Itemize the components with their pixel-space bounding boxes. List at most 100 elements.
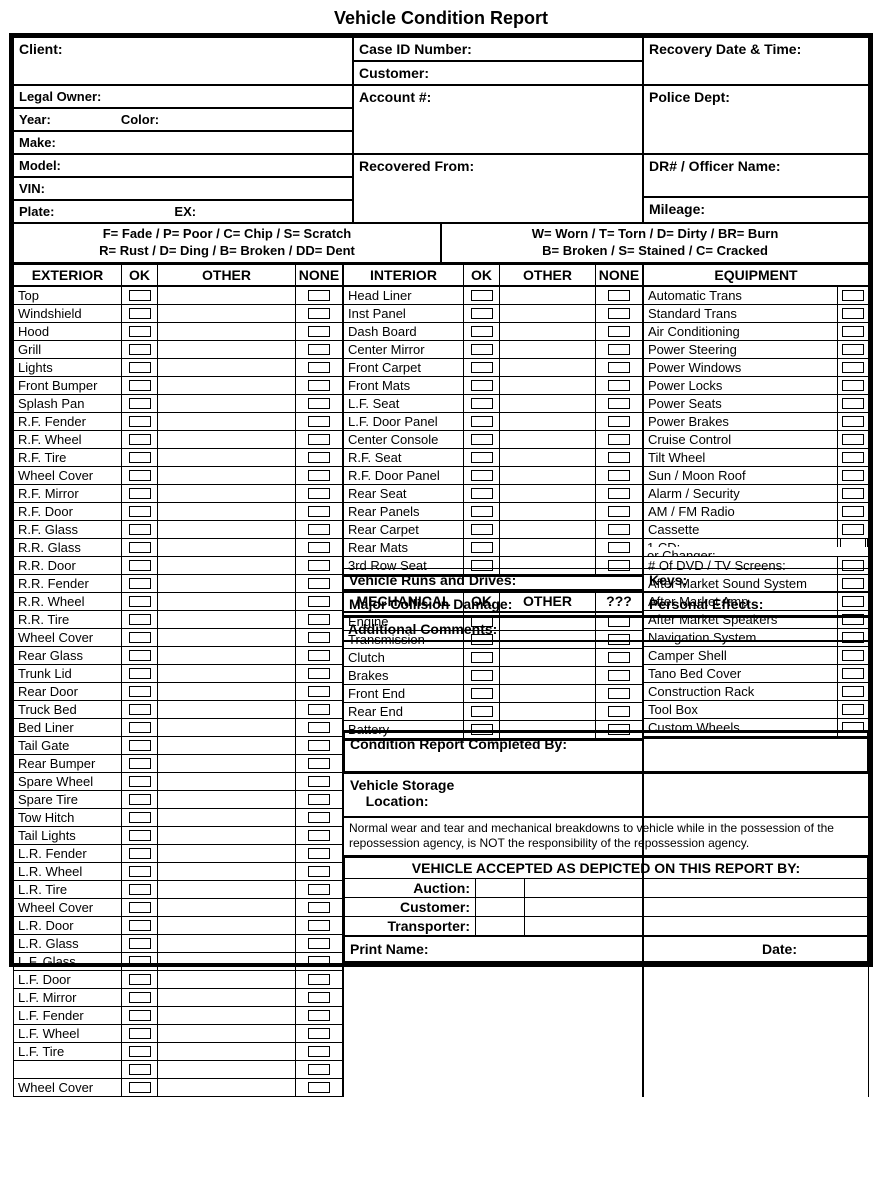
checklist-row[interactable]: Front Mats — [344, 377, 642, 395]
checkbox[interactable] — [464, 431, 500, 448]
checkbox[interactable] — [158, 377, 296, 394]
collision-field[interactable]: Major Collision Damage: — [343, 592, 643, 616]
checkbox[interactable] — [158, 413, 296, 430]
checkbox[interactable] — [158, 485, 296, 502]
checklist-row[interactable]: Windshield — [14, 305, 342, 323]
checkbox[interactable] — [158, 989, 296, 1006]
legal-owner-field[interactable]: Legal Owner: — [13, 85, 353, 108]
checklist-row[interactable]: Splash Pan — [14, 395, 342, 413]
checkbox[interactable] — [464, 485, 500, 502]
case-id-field[interactable]: Case ID Number: — [353, 37, 643, 61]
equipment-row[interactable]: Automatic Trans — [644, 287, 868, 305]
checkbox[interactable] — [296, 323, 342, 340]
checkbox[interactable] — [596, 539, 642, 556]
checklist-row[interactable]: R.F. Seat — [344, 449, 642, 467]
checklist-row[interactable]: Lights — [14, 359, 342, 377]
checklist-row[interactable]: R.F. Fender — [14, 413, 342, 431]
checkbox[interactable] — [296, 971, 342, 988]
checklist-row[interactable]: Rear Mats — [344, 539, 642, 557]
checkbox[interactable] — [464, 467, 500, 484]
checkbox[interactable] — [122, 1079, 158, 1096]
checkbox[interactable] — [596, 413, 642, 430]
model-field[interactable]: Model: — [13, 154, 353, 177]
checkbox[interactable] — [838, 449, 868, 466]
checkbox[interactable] — [158, 971, 296, 988]
checklist-row[interactable]: R.F. Wheel — [14, 431, 342, 449]
checkbox[interactable] — [596, 305, 642, 322]
checkbox[interactable] — [158, 449, 296, 466]
checkbox[interactable] — [158, 341, 296, 358]
checkbox[interactable] — [296, 521, 342, 538]
checkbox[interactable] — [464, 287, 500, 304]
checkbox[interactable] — [122, 359, 158, 376]
checkbox[interactable] — [838, 521, 868, 538]
checkbox[interactable] — [296, 377, 342, 394]
checkbox[interactable] — [122, 503, 158, 520]
comments-field[interactable] — [343, 641, 869, 731]
checkbox[interactable] — [464, 305, 500, 322]
checkbox[interactable] — [838, 413, 868, 430]
checkbox[interactable] — [296, 1025, 342, 1042]
checkbox[interactable] — [158, 431, 296, 448]
equipment-row[interactable]: Air Conditioning — [644, 323, 868, 341]
checkbox[interactable] — [838, 359, 868, 376]
plate-ex-field[interactable]: Plate: EX: — [13, 200, 353, 223]
checkbox[interactable] — [158, 467, 296, 484]
checkbox[interactable] — [838, 431, 868, 448]
checkbox[interactable] — [838, 395, 868, 412]
checklist-row[interactable]: L.F. Seat — [344, 395, 642, 413]
checkbox[interactable] — [122, 413, 158, 430]
checklist-row[interactable]: L.F. Mirror — [14, 989, 342, 1007]
checkbox[interactable] — [596, 341, 642, 358]
checkbox[interactable] — [296, 1061, 342, 1078]
checklist-row[interactable]: L.F. Fender — [14, 1007, 342, 1025]
checkbox[interactable] — [158, 539, 296, 556]
checkbox[interactable] — [158, 305, 296, 322]
equipment-row[interactable]: Cassette — [644, 521, 868, 539]
checkbox[interactable] — [500, 467, 596, 484]
checklist-row[interactable]: R.F. Door — [14, 503, 342, 521]
checkbox[interactable] — [122, 323, 158, 340]
checkbox[interactable] — [464, 395, 500, 412]
checkbox[interactable] — [596, 485, 642, 502]
make-field[interactable]: Make: — [13, 131, 353, 154]
checkbox[interactable] — [500, 323, 596, 340]
checkbox[interactable] — [596, 287, 642, 304]
checkbox[interactable] — [464, 341, 500, 358]
year-color-field[interactable]: Year: Color: — [13, 108, 353, 131]
equipment-row[interactable]: AM / FM Radio — [644, 503, 868, 521]
checklist-row[interactable]: Hood — [14, 323, 342, 341]
auction-row[interactable]: Auction: — [345, 878, 867, 897]
checklist-row[interactable]: R.F. Glass — [14, 521, 342, 539]
checkbox[interactable] — [596, 377, 642, 394]
checklist-row[interactable]: Dash Board — [344, 323, 642, 341]
client-field[interactable]: Client: — [13, 37, 353, 85]
equipment-row[interactable]: Power Seats — [644, 395, 868, 413]
checkbox[interactable] — [158, 1007, 296, 1024]
checkbox[interactable] — [500, 359, 596, 376]
checkbox[interactable] — [296, 413, 342, 430]
checkbox[interactable] — [838, 485, 868, 502]
checkbox[interactable] — [500, 395, 596, 412]
checkbox[interactable] — [158, 287, 296, 304]
checkbox[interactable] — [838, 305, 868, 322]
checkbox[interactable] — [500, 305, 596, 322]
checkbox[interactable] — [158, 1061, 296, 1078]
equipment-row[interactable]: Tilt Wheel — [644, 449, 868, 467]
checkbox[interactable] — [296, 341, 342, 358]
checklist-row[interactable]: R.F. Door Panel — [344, 467, 642, 485]
checklist-row[interactable]: R.F. Tire — [14, 449, 342, 467]
checkbox[interactable] — [596, 467, 642, 484]
vin-field[interactable]: VIN: — [13, 177, 353, 200]
checkbox[interactable] — [464, 323, 500, 340]
cd-changer-row[interactable]: 1 CD: or Changer: — [644, 539, 868, 557]
checkbox[interactable] — [122, 1043, 158, 1060]
checkbox[interactable] — [296, 395, 342, 412]
checkbox[interactable] — [464, 503, 500, 520]
checkbox[interactable] — [122, 539, 158, 556]
checkbox[interactable] — [596, 323, 642, 340]
checkbox[interactable] — [122, 449, 158, 466]
checkbox[interactable] — [500, 431, 596, 448]
checkbox[interactable] — [500, 449, 596, 466]
checkbox[interactable] — [122, 395, 158, 412]
